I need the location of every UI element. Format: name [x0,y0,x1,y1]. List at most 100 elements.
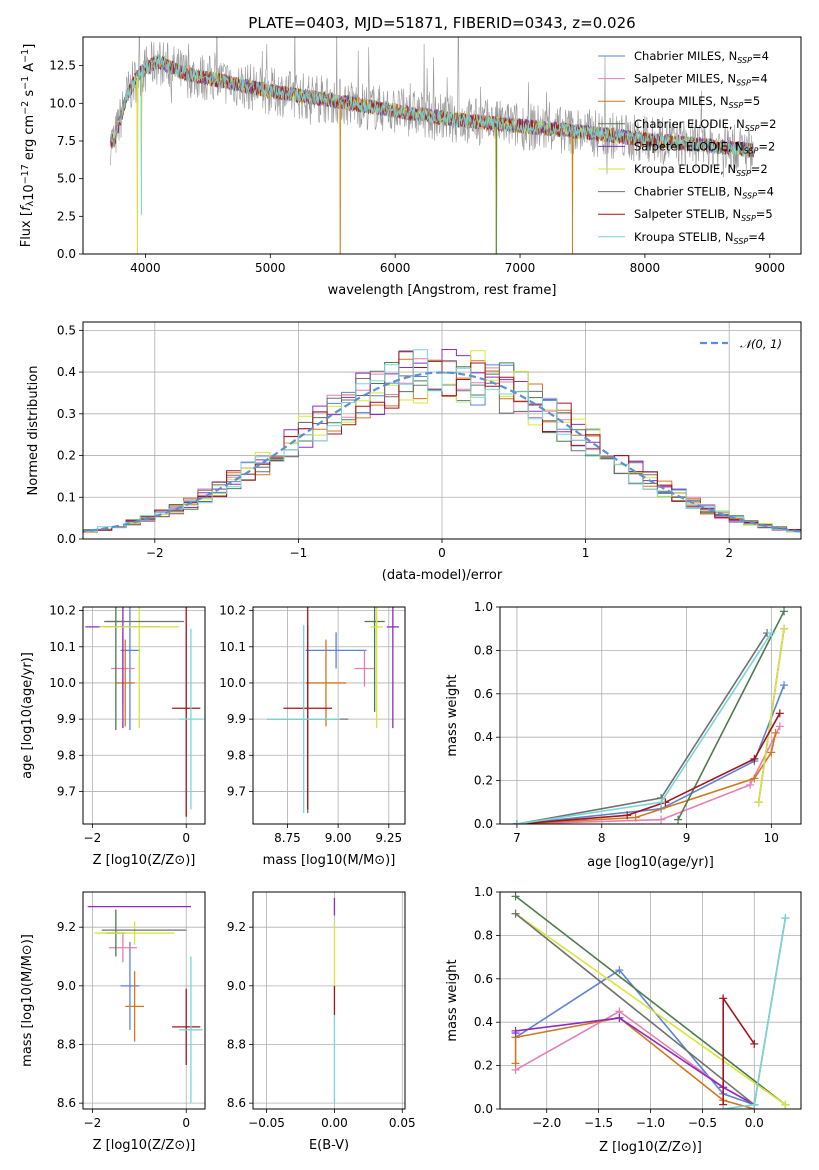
axes-frame [499,606,802,825]
axes-residuals: −2 −1 0 1 2 0.0 0.1 0.2 0.3 0.4 0.5 (data-model)/er… [26,321,802,583]
axes-frame [499,891,802,1110]
y-tick-label: 7.5 [57,134,76,148]
axes-frame [82,891,206,1110]
y-axis-label: mass weight [445,959,460,1041]
legend-entry-salpeter-stelib: Salpeter STELIB, NSSP=5 [634,207,773,223]
plot-area-weight-vs-age [500,607,801,824]
weight-marker [775,709,784,718]
y-tick-label: 10.0 [49,676,76,690]
spectrum-line-kroupa-stelib [110,54,754,158]
weight-marker [780,607,789,616]
x-tick-label: 7000 [505,261,536,275]
y-tick-label: 0.0 [474,817,493,831]
point-kroupa-miles [305,639,347,727]
grid-mass-vs-ebv [253,892,405,1109]
weight-marker [780,624,789,633]
x-axis-label: wavelength [Angstrom, rest frame] [328,283,557,298]
legend-entry-chabrier-stelib: Chabrier STELIB, NSSP=4 [634,185,774,201]
legend-entry-kroupa-elodie: Kroupa ELODIE, NSSP=2 [634,162,768,178]
weight-marker [771,728,780,737]
x-tick-label: 2 [725,546,733,560]
point-salpeter-miles [108,933,137,963]
weight-marker [775,722,784,731]
weight-line-chabrier-stelib [516,632,768,824]
weight-marker [750,774,759,783]
y-axis-label: Normed distribution [26,366,41,496]
legend-entry-salpeter-miles: Salpeter MILES, NSSP=4 [634,72,768,88]
x-tick-label: 0 [182,831,190,845]
x-tick-label: −2.0 [532,1116,561,1130]
weight-marker [719,994,728,1003]
y-tick-label: 10.2 [219,604,246,618]
point-kroupa-miles [125,971,144,1042]
weight-marker [719,1105,728,1109]
weight-line-kroupa-elodie [515,913,786,1106]
weight-marker [511,1026,520,1035]
y-tick-label: 1.0 [474,600,493,614]
y-tick-label: 9.7 [227,784,246,798]
x-tick-label: 7 [513,831,521,845]
legend-entry-kroupa-miles: Kroupa MILES, NSSP=5 [634,94,760,110]
y-tick-label: 9.9 [57,712,76,726]
y-tick-label: 0.4 [474,1015,493,1029]
y-tick-label: 0.2 [474,1059,493,1073]
x-tick-label: −0.5 [688,1116,717,1130]
gaussian-curve [83,371,801,533]
axes-age-vs-Z: −2 0 9.7 9.8 9.9 10.0 10.1 10.2 Z [log10(Z/Z⊙)] a… [20,604,206,868]
legend-entry-chabrier-miles: Chabrier MILES, NSSP=4 [634,49,769,65]
x-tick-label: 9.25 [375,831,402,845]
y-tick-label: 9.2 [227,920,246,934]
weight-marker [511,909,520,918]
x-axis-label: Z [log10(Z/Z⊙)] [93,1138,196,1153]
y-tick-label: 10.0 [49,96,76,110]
x-tick-label: 5000 [255,261,286,275]
weight-line-kroupa-elodie [757,628,785,803]
x-tick-label: −2 [84,1116,102,1130]
y-tick-label: 0.0 [57,532,76,546]
y-axis-label: Flux [fλ10−17 erg cm−2 s−1 A−1] [19,44,37,248]
x-tick-label: −1.5 [584,1116,613,1130]
y-tick-label: 8.6 [227,1096,246,1110]
y-tick-label: 0.3 [57,407,76,421]
weight-marker [511,1059,520,1068]
point-kroupa-elodie [94,921,175,945]
histogram-kroupa-stelib [83,349,801,535]
weight-marker [657,815,666,824]
weight-line-chabrier-elodie [677,610,785,821]
weight-marker [767,748,776,757]
legend-entry-kroupa-stelib: Kroupa STELIB, NSSP=4 [634,230,765,246]
y-tick-label: 9.0 [227,979,246,993]
weight-marker [767,629,776,638]
point-kroupa-stelib [179,956,203,1104]
y-tick-label: 9.8 [227,748,246,762]
y-tick-label: 0.1 [57,490,76,504]
plot-area-age-vs-Z [83,607,205,824]
x-tick-label: 4000 [130,261,161,275]
plot-area-age-vs-mass [253,607,405,824]
weight-marker [511,892,520,901]
weight-line-chabrier-miles [516,684,785,824]
axes-frame [82,321,802,540]
x-tick-label: 6000 [380,261,411,275]
axes-frame [252,606,406,825]
weight-marker [674,815,683,824]
weight-line-chabrier-elodie [515,895,786,1106]
weight-marker [780,681,789,690]
weight-line-chabrier-miles [515,969,755,1106]
x-axis-label: E(B-V) [309,1138,349,1153]
legend-entry-chabrier-elodie: Chabrier ELODIE, NSSP=2 [634,117,776,133]
y-tick-label: 0.4 [57,365,76,379]
weight-line-salpeter-stelib [722,995,755,1105]
y-tick-label: 9.7 [57,784,76,798]
x-axis-label: age [log10(age/yr)] [587,855,714,870]
y-axis-label: mass [log10(M/M⊙)] [20,934,35,1067]
axes-spectrum: 4000 5000 6000 7000 8000 9000 0.0 2.5 5.0 7.5 10.0… [19,14,802,298]
x-axis-label: Z [log10(Z/Z⊙)] [93,853,196,868]
weight-marker [631,813,640,822]
x-tick-label: 8.75 [274,831,301,845]
x-tick-label: 0.00 [321,1116,348,1130]
weight-marker [781,1100,790,1109]
y-tick-label: 8.8 [57,1037,76,1051]
y-tick-label: 10.0 [219,676,246,690]
